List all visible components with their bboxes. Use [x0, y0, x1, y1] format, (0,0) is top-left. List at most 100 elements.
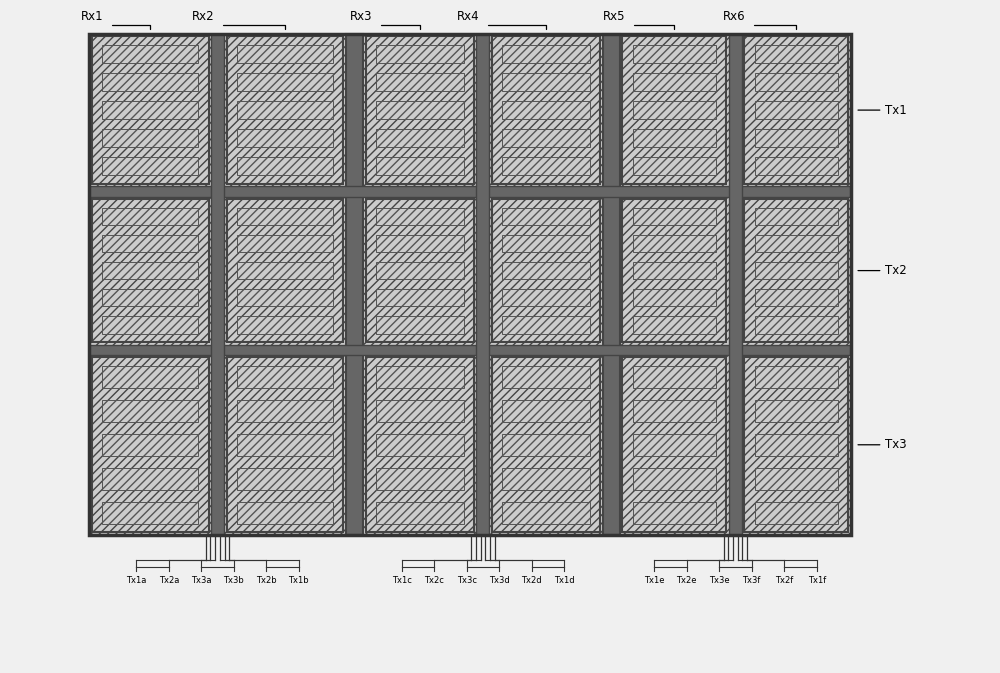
Bar [237, 73, 333, 91]
Bar [729, 34, 742, 534]
Bar [502, 235, 590, 252]
Bar [237, 262, 333, 279]
Bar [622, 199, 726, 342]
Bar [633, 101, 716, 119]
Bar [211, 34, 224, 534]
Bar [237, 235, 333, 252]
Bar [633, 366, 716, 388]
Bar [366, 357, 474, 532]
Text: Tx3f: Tx3f [742, 575, 761, 585]
Bar [102, 157, 198, 175]
Bar [633, 235, 716, 252]
Bar [376, 366, 464, 388]
Text: Rx1: Rx1 [81, 10, 103, 23]
Bar [102, 400, 198, 422]
Bar [755, 366, 838, 388]
Bar [376, 101, 464, 119]
Bar [102, 366, 198, 388]
Bar [755, 129, 838, 147]
Bar [366, 36, 474, 184]
Bar [755, 501, 838, 524]
Bar [492, 357, 600, 532]
Bar [102, 501, 198, 524]
Text: Tx2a: Tx2a [159, 575, 179, 585]
Bar [227, 199, 343, 342]
Text: Rx6: Rx6 [723, 10, 745, 23]
Bar [492, 36, 600, 184]
Bar [755, 157, 838, 175]
Bar [376, 45, 464, 63]
Bar [744, 199, 848, 342]
Bar [376, 501, 464, 524]
Text: Rx5: Rx5 [603, 10, 625, 23]
Bar [502, 73, 590, 91]
Bar [633, 468, 716, 489]
Bar [237, 101, 333, 119]
Bar [89, 345, 851, 355]
Text: Rx3: Rx3 [350, 10, 373, 23]
Text: Tx2e: Tx2e [676, 575, 697, 585]
Bar [755, 73, 838, 91]
Bar [376, 208, 464, 225]
Bar [102, 434, 198, 456]
Bar [755, 45, 838, 63]
Bar [237, 400, 333, 422]
Text: Tx1e: Tx1e [644, 575, 664, 585]
Bar [89, 34, 851, 534]
Bar [603, 34, 620, 534]
Text: Tx3d: Tx3d [489, 575, 510, 585]
Bar [376, 289, 464, 306]
Bar [89, 34, 851, 534]
Text: Tx2b: Tx2b [256, 575, 277, 585]
Bar [755, 468, 838, 489]
Bar [502, 101, 590, 119]
Text: Tx3e: Tx3e [709, 575, 729, 585]
Bar [102, 262, 198, 279]
Bar [376, 157, 464, 175]
Bar [744, 357, 848, 532]
Bar [633, 400, 716, 422]
Bar [744, 36, 848, 184]
Bar [755, 316, 838, 334]
Bar [755, 235, 838, 252]
Bar [502, 289, 590, 306]
Text: Rx2: Rx2 [192, 10, 214, 23]
Bar [92, 36, 209, 184]
Bar [502, 45, 590, 63]
Text: Tx2: Tx2 [885, 264, 907, 277]
Bar [346, 34, 363, 534]
Bar [502, 366, 590, 388]
Bar [376, 434, 464, 456]
Bar [89, 186, 851, 197]
Bar [755, 262, 838, 279]
Bar [502, 316, 590, 334]
Bar [376, 73, 464, 91]
Bar [502, 501, 590, 524]
Bar [633, 434, 716, 456]
Bar [237, 501, 333, 524]
Bar [476, 34, 489, 534]
Text: Tx3a: Tx3a [191, 575, 212, 585]
Bar [102, 45, 198, 63]
Bar [376, 235, 464, 252]
Bar [237, 468, 333, 489]
Bar [92, 199, 209, 342]
Bar [622, 357, 726, 532]
Bar [102, 101, 198, 119]
Bar [633, 262, 716, 279]
Bar [366, 199, 474, 342]
Bar [237, 289, 333, 306]
Bar [237, 45, 333, 63]
Bar [502, 400, 590, 422]
Bar [376, 129, 464, 147]
Text: Tx2d: Tx2d [521, 575, 542, 585]
Bar [376, 262, 464, 279]
Bar [633, 289, 716, 306]
Bar [755, 400, 838, 422]
Text: Tx3b: Tx3b [223, 575, 244, 585]
Bar [622, 36, 726, 184]
Bar [237, 366, 333, 388]
Bar [755, 434, 838, 456]
Bar [376, 316, 464, 334]
Bar [633, 129, 716, 147]
